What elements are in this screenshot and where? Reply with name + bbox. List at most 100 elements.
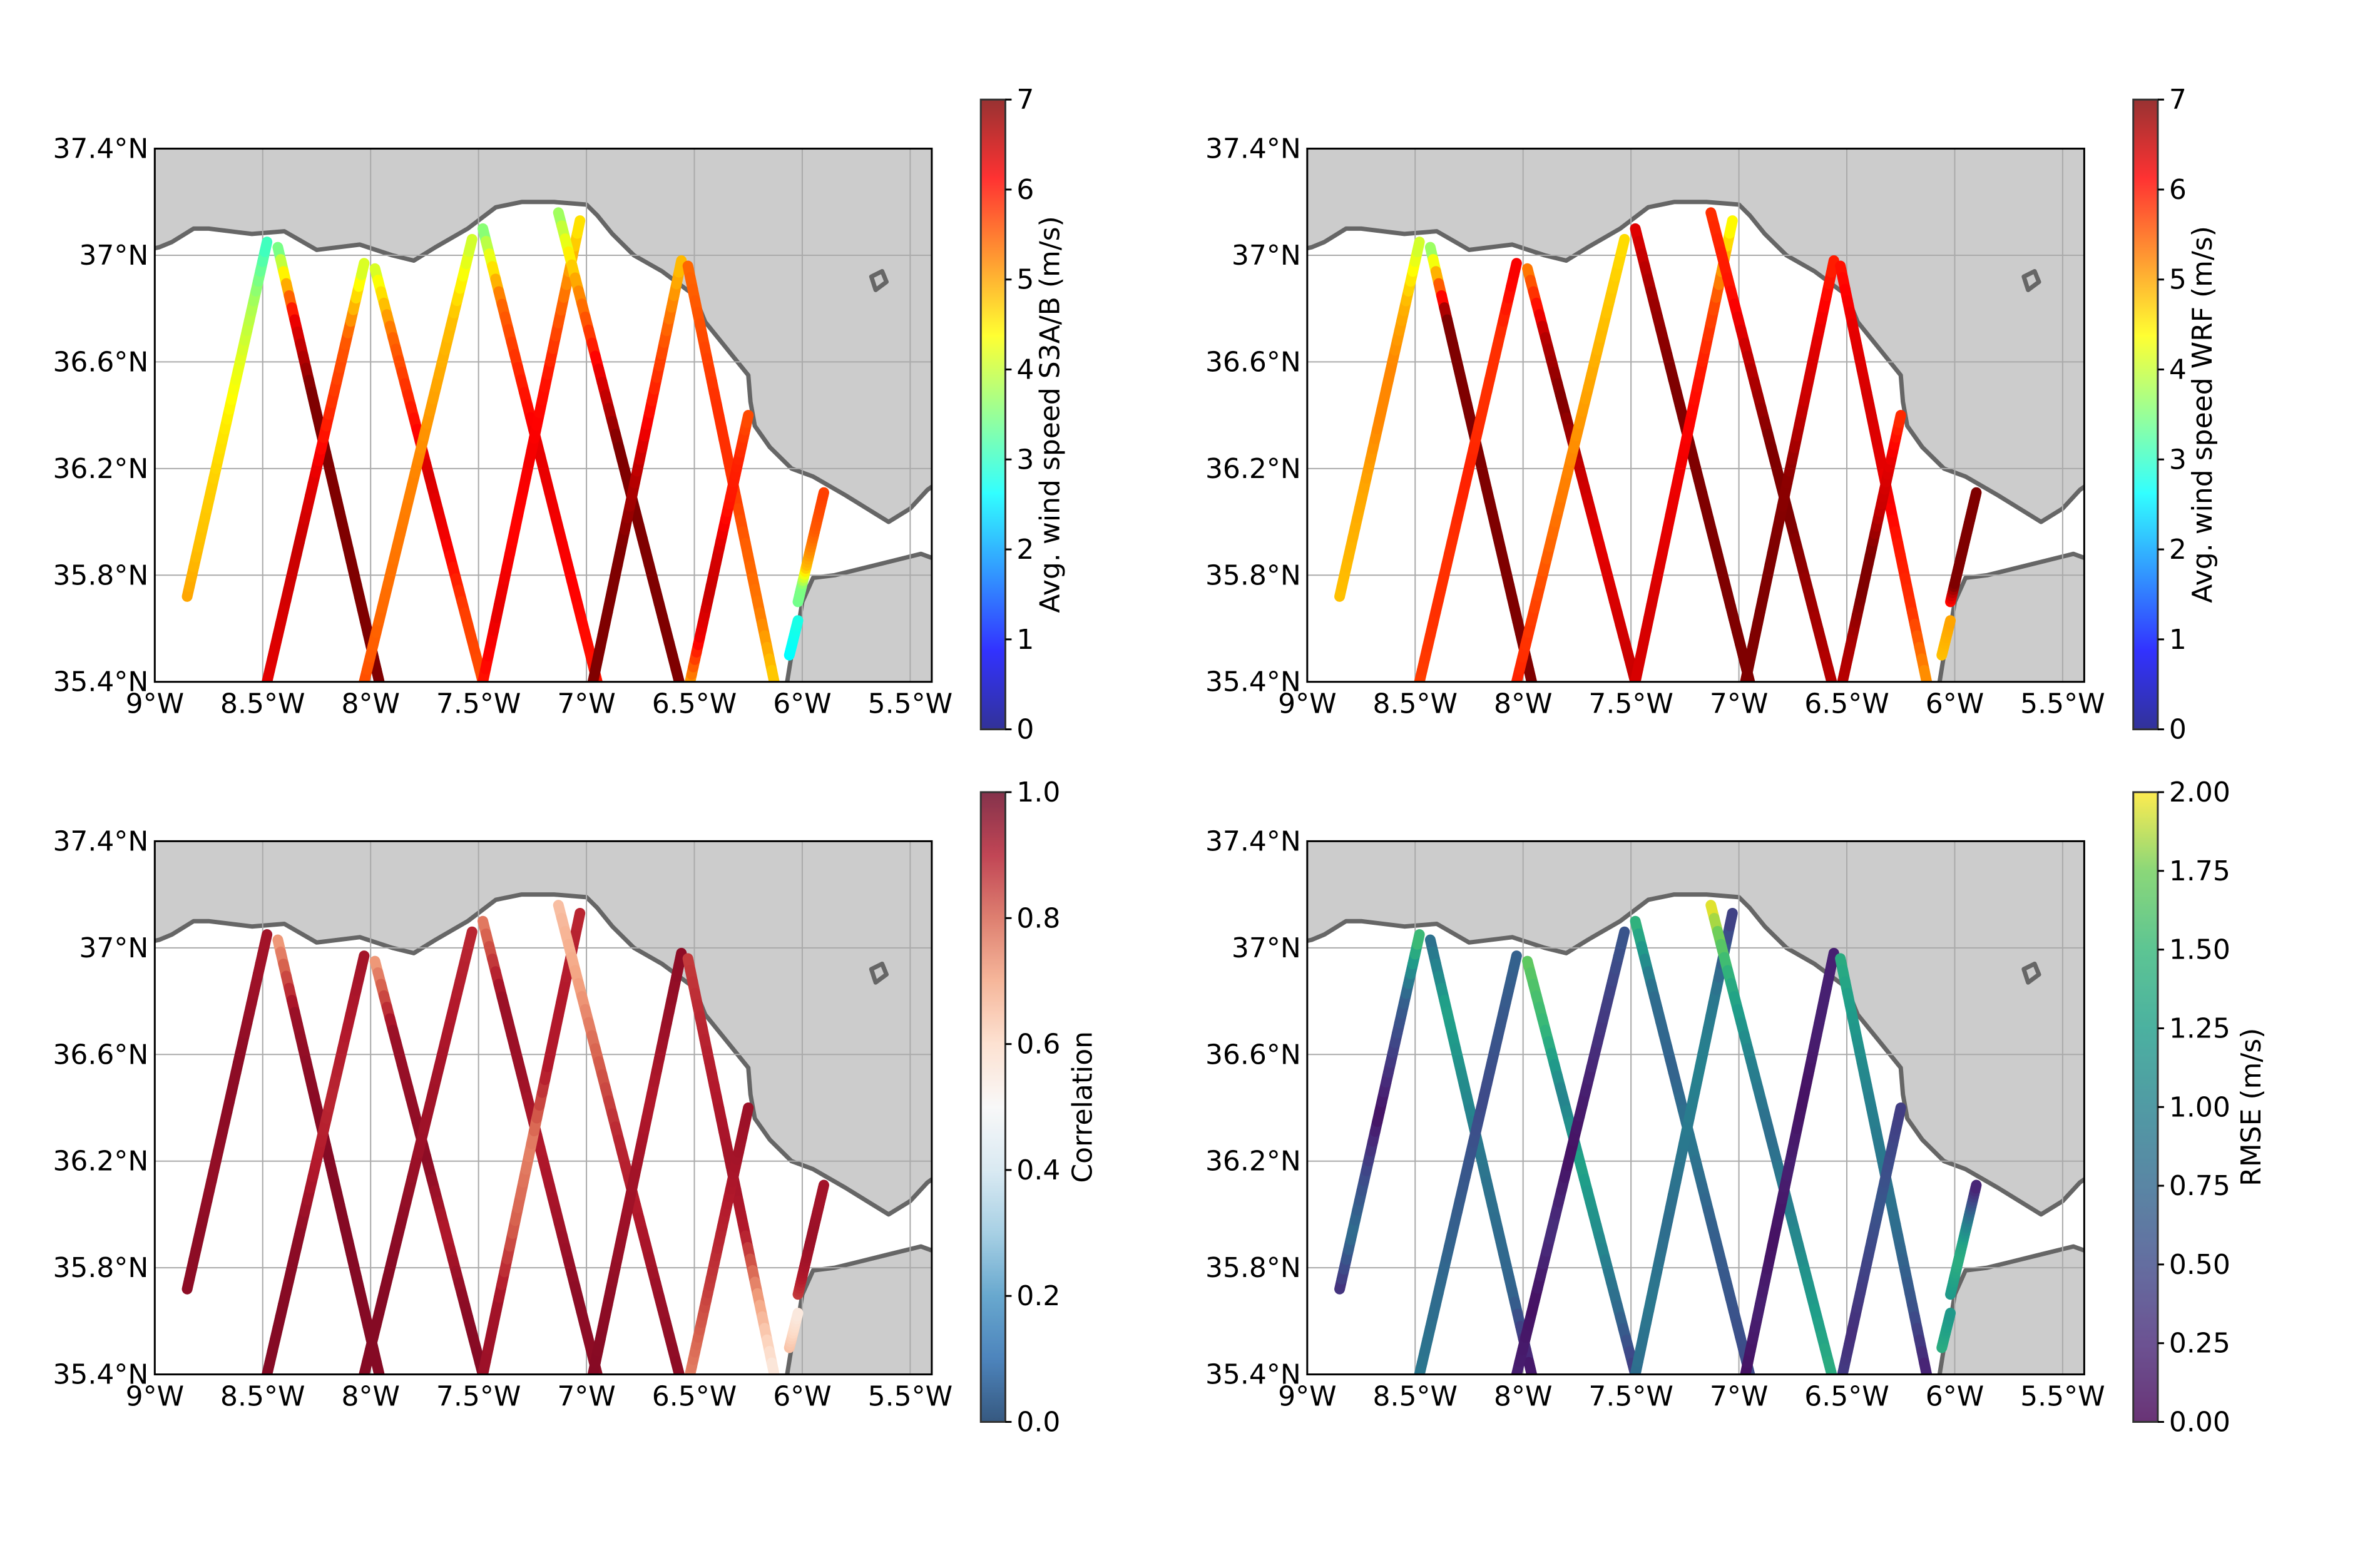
x-tick-label: 9°W [126,1381,185,1413]
land-area [155,148,932,524]
island-shape [2021,269,2041,292]
colorbar-tick-label: 0.0 [1016,1406,1060,1438]
satellite-track-1 [181,929,273,1295]
x-tick-label: 7.5°W [1588,688,1673,720]
x-tick-label: 6.5°W [652,1381,737,1413]
x-tick-label: 8.5°W [1373,1381,1458,1413]
track-segment [370,1357,385,1375]
track-segment [1412,929,1425,950]
y-tick-label: 35.8°N [1205,559,1301,591]
satellite-track-1 [1334,929,1425,1295]
colorbar-gradient [979,791,1006,1423]
track-segment [1523,1357,1538,1375]
satellite-track-6 [478,223,603,682]
satellite-track-13 [1936,1308,1956,1353]
colorbar-tick-label: 0.25 [2169,1328,2230,1360]
colorbar-tick-label: 7 [1016,84,1034,116]
track-segment [1508,258,1522,280]
satellite-track-1 [181,237,273,602]
satellite-track-4 [369,263,489,682]
x-tick-label: 7°W [557,688,616,720]
x-tick-label: 6°W [773,688,832,720]
track-segment [1919,1357,1933,1375]
satellite-track-9 [587,255,687,682]
y-tick-label: 37°N [1232,240,1301,272]
track-segment [1919,664,1933,682]
satellite-track-3 [1414,258,1522,682]
land-area [155,841,932,1217]
satellite-track-1 [1334,237,1425,602]
track-segment [1616,926,1630,950]
track-segment [356,950,370,973]
satellite-track-5 [359,233,478,682]
x-tick-label: 8.5°W [220,1381,305,1413]
track-segment [1724,907,1738,932]
colorbar-tick-label: 3 [2169,444,2187,476]
x-tick-label: 5.5°W [2020,1381,2105,1413]
satellite-track-2 [272,934,385,1375]
y-tick-label: 37°N [79,240,148,272]
y-tick-label: 35.4°N [1205,1359,1301,1391]
track-segment [766,664,780,682]
x-tick-label: 8°W [341,1381,400,1413]
x-tick-label: 7.5°W [436,1381,521,1413]
y-tick-label: 37.4°N [1205,825,1301,857]
colorbar-label: Avg. wind speed S3A/B (m/s) [1034,216,1066,613]
y-tick-label: 36.6°N [1205,1039,1301,1071]
y-tick-label: 36.2°N [1205,1146,1301,1178]
colorbar-tick-label: 2 [1016,534,1034,566]
map-frame [1306,148,2085,683]
y-tick-label: 35.4°N [53,666,148,698]
colorbar-tick-label: 4 [1016,354,1034,386]
land-area [1307,148,2085,524]
colorbar-tick-label: 1 [1016,624,1034,656]
track-segment [370,664,385,682]
track-segment [1823,663,1837,682]
satellite-track-2 [272,242,385,682]
colorbar-s3ab: 0 1 2 3 4 5 6 7 Avg. wind speed S3A/B (m/s) [979,84,1066,746]
y-tick-label: 35.4°N [1205,666,1301,698]
track-segment [1508,950,1522,973]
satellite-track-9 [1740,947,1839,1375]
colorbar-tick-label: 0 [2169,714,2187,746]
y-tick-label: 35.8°N [53,559,148,591]
y-tick-label: 36.2°N [53,1146,148,1178]
x-tick-label: 6°W [1926,688,1984,720]
island-shape [869,269,889,292]
track-segment [571,215,586,239]
track-segment [1826,947,1839,970]
land-area [1307,841,2085,1217]
map-frame [153,840,933,1376]
satellite-track-11 [1837,1102,1906,1375]
track-segment [1724,215,1738,239]
track-segment [817,1179,829,1194]
y-tick-label: 37.4°N [53,133,148,165]
satellite-track-12 [792,487,829,608]
island-shape [869,961,889,985]
y-tick-label: 35.4°N [53,1359,148,1391]
x-tick-label: 8°W [1494,688,1553,720]
colorbar-gradient [2132,791,2159,1423]
x-tick-label: 5.5°W [868,1381,953,1413]
x-tick-label: 7.5°W [436,688,521,720]
satellite-track-10 [682,260,780,682]
satellite-track-8 [553,900,685,1375]
satellite-track-4 [1522,263,1641,682]
colorbar-tick-label: 1.00 [2169,1091,2230,1123]
map-panel-wrf: 9°W 8.5°W 8°W 7.5°W 7°W 6.5°W 6°W 5.5°W 35.4°N 35… [1205,133,2105,720]
x-tick-label: 6.5°W [1804,1381,1889,1413]
y-tick-label: 37.4°N [1205,133,1301,165]
track-segment [673,947,687,970]
map-panel-correlation: 9°W 8.5°W 8°W 7.5°W 7°W 6.5°W 6°W 5.5°W 35.4°N 35… [53,825,953,1412]
map-frame [153,148,933,683]
colorbar-wrf: 0 1 2 3 4 5 6 7 Avg. wind speed WRF (m/s) [2132,84,2219,746]
satellite-track-12 [792,1179,829,1300]
colorbar-label: Avg. wind speed WRF (m/s) [2187,226,2219,603]
x-tick-label: 6°W [1926,1381,1984,1413]
satellite-track-11 [1837,410,1906,682]
track-segment [741,410,754,428]
x-tick-label: 8.5°W [220,688,305,720]
y-tick-label: 36.2°N [53,453,148,485]
colorbar-rmse: 0.00 0.25 0.50 0.75 1.00 1.25 1.50 1.75 2.00 RMSE… [2132,776,2267,1438]
